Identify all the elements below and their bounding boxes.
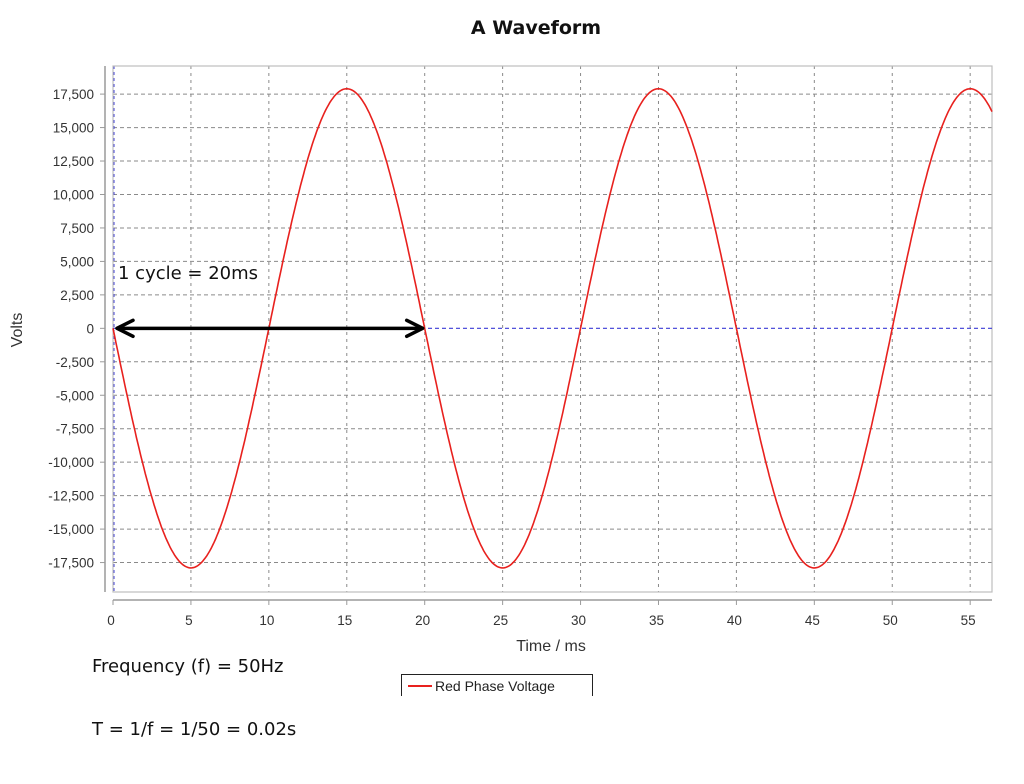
red-phase-voltage-line xyxy=(112,88,993,569)
svg-text:40: 40 xyxy=(727,613,742,628)
svg-text:10,000: 10,000 xyxy=(53,187,94,202)
grid-lines xyxy=(112,66,992,592)
svg-text:15,000: 15,000 xyxy=(53,121,94,136)
x-axis: 0 5 10 15 20 25 30 35 40 45 50 55 xyxy=(107,599,992,628)
cycle-annotation-label: 1 cycle = 20ms xyxy=(118,263,259,284)
svg-text:12,500: 12,500 xyxy=(53,154,94,169)
svg-text:7,500: 7,500 xyxy=(60,221,94,236)
svg-text:5: 5 xyxy=(185,613,193,628)
svg-text:25: 25 xyxy=(493,613,508,628)
period-note: T = 1/f = 1/50 = 0.02s xyxy=(92,719,297,740)
svg-text:2,500: 2,500 xyxy=(60,288,94,303)
svg-text:-5,000: -5,000 xyxy=(56,388,94,403)
svg-text:45: 45 xyxy=(805,613,820,628)
svg-text:35: 35 xyxy=(649,613,664,628)
legend-swatch-red xyxy=(408,684,432,687)
svg-text:-2,500: -2,500 xyxy=(56,355,94,370)
svg-text:0: 0 xyxy=(86,321,94,336)
svg-text:-7,500: -7,500 xyxy=(56,422,94,437)
svg-text:-10,000: -10,000 xyxy=(48,455,94,470)
svg-text:30: 30 xyxy=(571,613,586,628)
y-axis: 17,500 15,000 12,500 10,000 7,500 5,000 2,500 0… xyxy=(48,66,106,592)
svg-text:50: 50 xyxy=(883,613,898,628)
y-axis-label: Volts xyxy=(9,312,26,348)
svg-text:5,000: 5,000 xyxy=(60,254,94,269)
frequency-note: Frequency (f) = 50Hz xyxy=(92,656,284,677)
svg-text:-17,500: -17,500 xyxy=(48,556,94,571)
svg-text:15: 15 xyxy=(337,613,352,628)
x-axis-label: Time / ms xyxy=(516,638,586,655)
svg-text:-12,500: -12,500 xyxy=(48,489,94,504)
svg-text:-15,000: -15,000 xyxy=(48,522,94,537)
svg-text:10: 10 xyxy=(259,613,274,628)
svg-text:55: 55 xyxy=(961,613,976,628)
svg-text:20: 20 xyxy=(415,613,430,628)
svg-text:17,500: 17,500 xyxy=(53,87,94,102)
cycle-double-arrow xyxy=(115,318,425,339)
legend: Red Phase Voltage xyxy=(401,674,593,696)
chart-title: A Waveform xyxy=(470,17,602,39)
svg-text:0: 0 xyxy=(107,613,115,628)
legend-label: Red Phase Voltage xyxy=(435,677,555,694)
